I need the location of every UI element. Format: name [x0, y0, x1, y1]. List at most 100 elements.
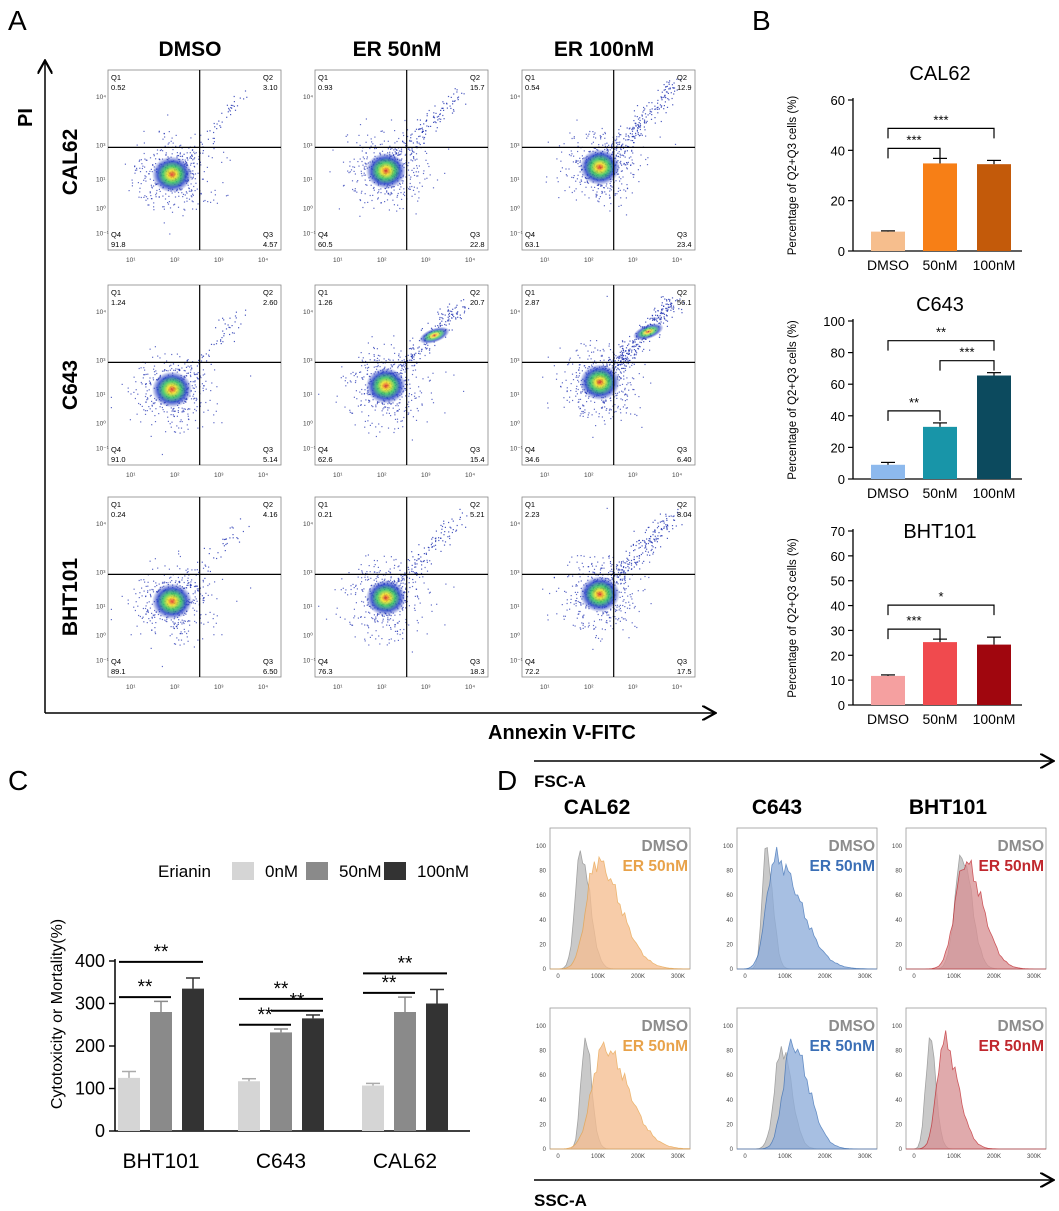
cell-event	[568, 359, 571, 361]
cell-event	[186, 152, 188, 154]
cell-event	[192, 170, 194, 172]
cell-event	[415, 213, 417, 215]
cell-event	[588, 366, 590, 368]
cell-event	[184, 363, 186, 365]
cell-event	[402, 182, 404, 184]
cell-event	[137, 182, 139, 184]
cell-event	[206, 360, 208, 362]
cell-event	[399, 188, 401, 190]
cell-event	[369, 636, 371, 638]
cell-event	[187, 372, 189, 374]
cell-event	[192, 381, 194, 383]
cell-event	[200, 354, 203, 356]
cell-event	[393, 149, 395, 151]
cell-event	[667, 92, 669, 94]
cell-event	[401, 579, 403, 581]
cell-event	[608, 555, 610, 558]
cell-event	[603, 187, 605, 189]
cell-event	[447, 316, 449, 318]
cell-event	[146, 602, 148, 604]
cell-event	[588, 624, 590, 627]
density-q2	[419, 326, 450, 344]
cell-event	[601, 399, 603, 401]
cell-event	[172, 149, 174, 151]
cell-event	[186, 200, 188, 202]
x-tick-label: 10³	[628, 472, 638, 479]
cell-event	[577, 163, 579, 165]
cell-event	[626, 188, 629, 190]
cell-event	[386, 191, 388, 193]
cell-event	[345, 135, 347, 137]
cell-event	[628, 350, 630, 352]
cell-event	[401, 198, 403, 200]
cell-event	[183, 153, 185, 155]
cell-event	[448, 310, 450, 312]
cell-event	[625, 407, 627, 409]
cell-event	[611, 365, 613, 367]
cell-event	[441, 320, 443, 322]
cell-event	[405, 362, 407, 364]
y-tick-label: 10³	[96, 569, 106, 576]
cell-event	[353, 608, 355, 610]
cell-event	[394, 412, 396, 414]
cell-event	[462, 306, 464, 308]
cell-event	[184, 159, 186, 161]
cell-event	[584, 626, 586, 628]
cell-event	[644, 108, 646, 110]
cell-event	[400, 186, 402, 188]
cell-event	[188, 188, 190, 190]
cell-event	[579, 357, 581, 359]
cell-event	[637, 348, 640, 350]
cell-event	[168, 142, 170, 144]
cell-event	[448, 312, 450, 314]
cell-event	[181, 577, 183, 579]
cell-event	[164, 619, 166, 621]
cell-event	[369, 194, 371, 197]
cell-event	[564, 190, 566, 192]
cell-event	[390, 415, 392, 417]
cell-event	[583, 614, 585, 616]
cell-event	[388, 407, 390, 409]
cell-event	[635, 134, 637, 136]
cell-event	[439, 113, 441, 116]
x-tick-label: 10³	[214, 472, 224, 479]
cell-event	[423, 547, 425, 549]
cell-event	[573, 137, 575, 139]
cell-event	[448, 303, 451, 305]
cell-event	[631, 159, 633, 161]
cell-event	[192, 395, 194, 397]
cell-event	[149, 593, 151, 595]
cell-event	[440, 109, 442, 111]
cell-event	[150, 198, 153, 200]
cell-event	[176, 637, 178, 639]
cell-event	[547, 141, 549, 143]
cell-event	[154, 558, 156, 560]
cell-event	[631, 364, 633, 366]
cell-event	[571, 176, 573, 178]
cell-event	[208, 553, 210, 555]
panel-label-a: A	[8, 5, 27, 36]
cell-event	[650, 317, 652, 319]
cell-event	[196, 588, 198, 590]
cell-event	[419, 143, 421, 146]
cell-event	[396, 418, 399, 420]
cell-event	[350, 381, 352, 383]
cell-event	[200, 134, 202, 136]
cell-event	[638, 122, 640, 124]
cell-event	[595, 195, 597, 197]
cell-event	[433, 112, 435, 114]
cell-event	[226, 116, 228, 118]
q3-name: Q3	[263, 445, 273, 454]
cell-event	[367, 625, 369, 627]
cell-event	[422, 129, 424, 131]
cell-event	[229, 110, 231, 112]
cell-event	[193, 609, 196, 611]
cell-event	[633, 607, 635, 609]
cell-event	[368, 400, 370, 402]
cell-event	[617, 144, 619, 146]
cell-event	[153, 202, 155, 204]
cell-event	[411, 133, 413, 135]
cell-event	[394, 148, 396, 150]
cell-event	[367, 201, 369, 203]
cell-event	[181, 579, 183, 581]
